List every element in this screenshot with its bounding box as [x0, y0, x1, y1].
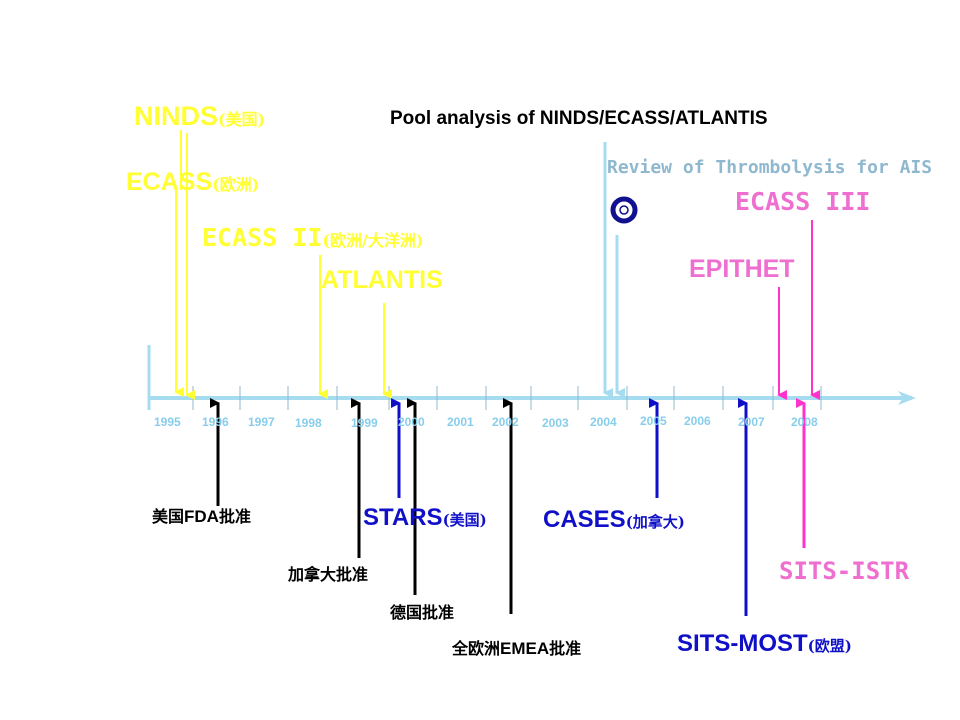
- year-label: 2004: [590, 415, 617, 429]
- year-label: 2003: [542, 416, 569, 430]
- cases-label: CASES(加拿大): [543, 508, 685, 532]
- year-label: 2005: [640, 414, 667, 428]
- us-fda-label: 美国FDA批准: [152, 508, 251, 526]
- stars-label: STARS(美国): [363, 506, 487, 530]
- ecass3-label: ECASS III: [735, 187, 871, 216]
- stars-region: (美国): [442, 511, 487, 529]
- circle-logo-icon: [610, 196, 638, 224]
- epithet-label: EPITHET: [689, 255, 795, 283]
- ecass-name: ECASS: [126, 168, 213, 196]
- ninds-name: NINDS: [134, 101, 219, 131]
- year-label: 2000: [398, 415, 425, 429]
- us-fda-post: 批准: [218, 507, 251, 526]
- year-label: 1997: [248, 415, 275, 429]
- germany-label: 德国批准: [390, 603, 455, 622]
- ninds-label: NINDS(美国): [134, 103, 265, 130]
- emea-post: 批准: [549, 639, 582, 658]
- sits-istr-label: SITS-ISTR: [779, 557, 910, 585]
- sits-most-name: SITS-MOST: [677, 630, 808, 657]
- year-label: 2002: [492, 415, 519, 429]
- cases-region: (加拿大): [625, 513, 685, 531]
- emea-pre: 全欧洲: [452, 639, 501, 658]
- cases-name: CASES: [543, 506, 626, 533]
- year-label: 2007: [738, 415, 765, 429]
- sits-most-label: SITS-MOST(欧盟): [677, 632, 852, 656]
- year-label: 1999: [351, 416, 378, 430]
- emea-label: 全欧洲EMEA批准: [452, 640, 581, 658]
- year-label: 1998: [295, 416, 322, 430]
- ecass2-name: ECASS II: [202, 223, 323, 252]
- review-label: Review of Thrombolysis for AIS: [607, 157, 933, 178]
- year-label: 2008: [791, 415, 818, 429]
- ecass-label: ECASS(欧洲): [126, 170, 259, 195]
- page-title: Pool analysis of NINDS/ECASS/ATLANTIS: [390, 108, 768, 129]
- canada-label: 加拿大批准: [288, 565, 369, 584]
- emea-mid: EMEA: [500, 639, 550, 658]
- sits-most-region: (欧盟): [807, 637, 852, 655]
- ecass-region: (欧洲): [212, 175, 260, 194]
- us-fda-pre: 美国: [152, 507, 185, 526]
- year-label: 1995: [154, 415, 181, 429]
- year-label: 2001: [447, 415, 474, 429]
- us-fda-mid: FDA: [184, 507, 219, 526]
- ecass2-region: (欧洲/大洋洲): [322, 231, 424, 250]
- atlantis-label: ATLANTIS: [321, 266, 443, 294]
- ninds-region: (美国): [218, 110, 266, 129]
- stars-name: STARS: [363, 504, 443, 531]
- ecass2-label: ECASS II(欧洲/大洋洲): [202, 225, 423, 251]
- year-label: 1996: [202, 415, 229, 429]
- year-label: 2006: [684, 414, 711, 428]
- axis-ticks: [192, 386, 822, 410]
